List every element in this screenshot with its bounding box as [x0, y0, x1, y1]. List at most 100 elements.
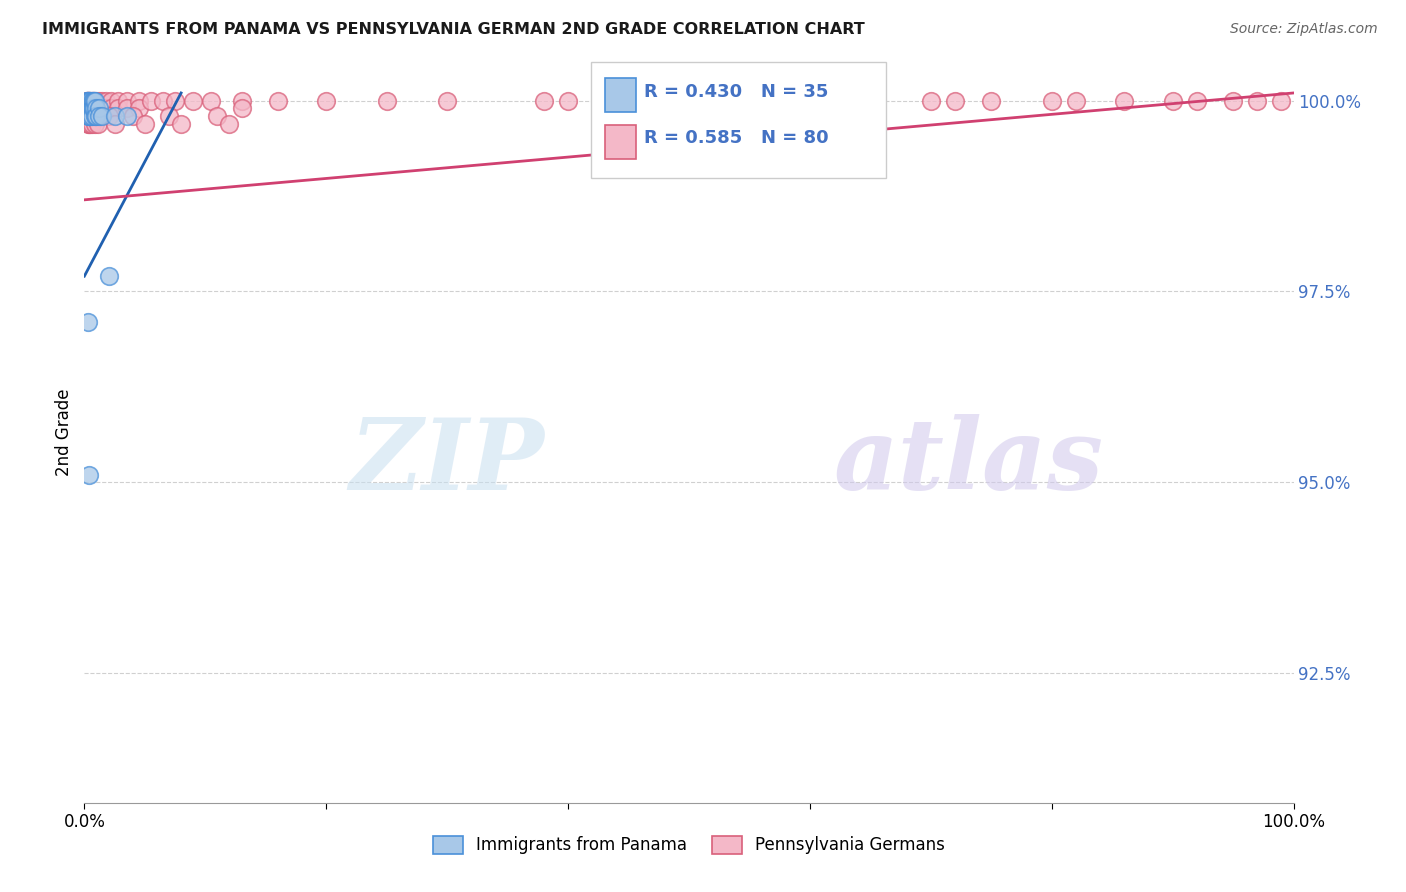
Point: [82, 101, 104, 115]
Point: [980, 94, 1002, 108]
Point: [80, 109, 103, 123]
Point: [80, 101, 103, 115]
Point: [104, 109, 127, 123]
Point: [77, 109, 100, 123]
Point: [107, 101, 129, 115]
Point: [1064, 94, 1087, 108]
Point: [80, 101, 103, 115]
Point: [751, 94, 773, 108]
Legend: Immigrants from Panama, Pennsylvania Germans: Immigrants from Panama, Pennsylvania Ger…: [426, 829, 952, 861]
Point: [76, 101, 98, 115]
Point: [79, 101, 101, 115]
Point: [79, 109, 101, 123]
Point: [77, 94, 100, 108]
Point: [267, 94, 290, 108]
Point: [375, 94, 398, 108]
Point: [1161, 94, 1184, 108]
Point: [82, 94, 104, 108]
Point: [77, 101, 100, 115]
Point: [181, 94, 204, 108]
Point: [76, 94, 98, 108]
Point: [80, 94, 103, 108]
Point: [207, 109, 229, 123]
Point: [91, 101, 114, 115]
Point: [557, 94, 579, 108]
Point: [218, 116, 240, 130]
Point: [86, 116, 108, 130]
Point: [86, 101, 108, 115]
Point: [82, 101, 104, 115]
Point: [77, 315, 100, 329]
Point: [76, 94, 98, 108]
Point: [77, 101, 100, 115]
Point: [1185, 94, 1208, 108]
Point: [87, 109, 110, 123]
Point: [91, 109, 114, 123]
Point: [152, 94, 174, 108]
Point: [79, 101, 101, 115]
Point: [79, 109, 101, 123]
Point: [1040, 94, 1063, 108]
Point: [77, 467, 100, 482]
Point: [87, 101, 110, 115]
Point: [1222, 94, 1244, 108]
Point: [678, 94, 700, 108]
Point: [80, 109, 103, 123]
Point: [77, 101, 100, 115]
Point: [533, 94, 555, 108]
Point: [1270, 94, 1292, 108]
Point: [87, 94, 110, 108]
Point: [97, 269, 120, 284]
Point: [82, 94, 104, 108]
Point: [84, 94, 107, 108]
Point: [83, 101, 105, 115]
Point: [83, 94, 105, 108]
Point: [77, 101, 100, 115]
Point: [617, 94, 640, 108]
Point: [87, 109, 110, 123]
Point: [94, 101, 117, 115]
Point: [77, 109, 100, 123]
Point: [104, 116, 127, 130]
Point: [97, 109, 120, 123]
Point: [100, 94, 122, 108]
Point: [82, 109, 104, 123]
Point: [79, 101, 101, 115]
Point: [170, 116, 193, 130]
Point: [315, 94, 337, 108]
Point: [943, 94, 966, 108]
Point: [86, 101, 108, 115]
Point: [231, 94, 253, 108]
Point: [76, 94, 98, 108]
Y-axis label: 2nd Grade: 2nd Grade: [55, 389, 73, 476]
Point: [128, 101, 150, 115]
Point: [920, 94, 942, 108]
Point: [86, 109, 108, 123]
Point: [80, 94, 103, 108]
Point: [86, 94, 108, 108]
Point: [121, 109, 143, 123]
Point: [77, 101, 100, 115]
Point: [76, 101, 98, 115]
Point: [77, 101, 100, 115]
Text: R = 0.430   N = 35: R = 0.430 N = 35: [644, 83, 828, 101]
Point: [77, 94, 100, 108]
Point: [139, 94, 162, 108]
Point: [84, 109, 107, 123]
Point: [77, 109, 100, 123]
Point: [87, 101, 110, 115]
Point: [77, 94, 100, 108]
Point: [77, 109, 100, 123]
Text: Source: ZipAtlas.com: Source: ZipAtlas.com: [1230, 22, 1378, 37]
Point: [1246, 94, 1268, 108]
Point: [128, 94, 150, 108]
Point: [157, 109, 180, 123]
Point: [77, 94, 100, 108]
Point: [859, 94, 882, 108]
Point: [77, 94, 100, 108]
Point: [134, 116, 156, 130]
Point: [77, 116, 100, 130]
Point: [77, 109, 100, 123]
Point: [200, 94, 222, 108]
Point: [77, 109, 100, 123]
